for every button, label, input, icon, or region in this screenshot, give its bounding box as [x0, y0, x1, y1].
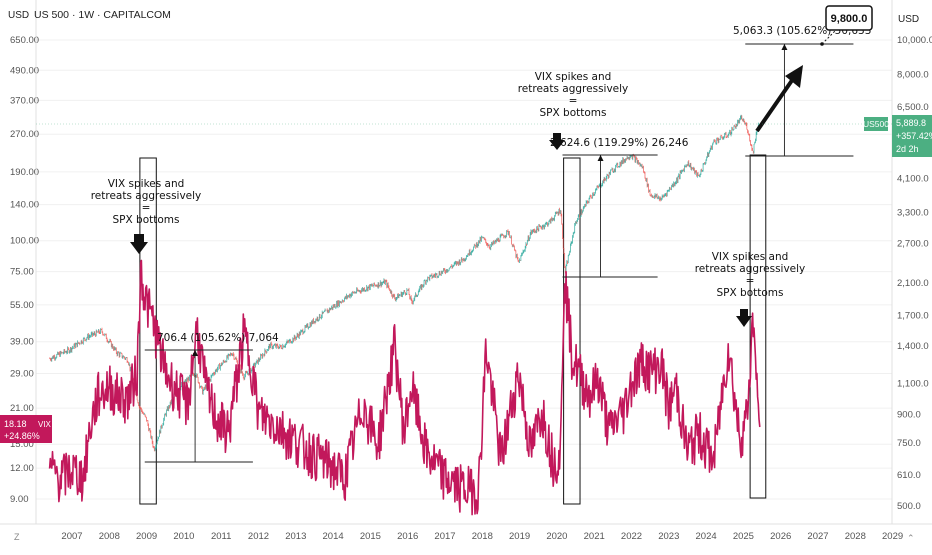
- right-axis-tick: 8,000.0: [897, 70, 929, 81]
- note-2020-line: =: [569, 95, 578, 107]
- left-currency-label: USD: [8, 10, 29, 21]
- x-axis-tick: 2026: [770, 531, 791, 542]
- x-axis-tick: 2012: [248, 531, 269, 542]
- x-axis-tick: 2018: [472, 531, 493, 542]
- us500-price-value: 5,889.8: [896, 118, 926, 128]
- right-axis-tick: 900.0: [897, 410, 921, 421]
- left-axis-tick: 270.00: [10, 129, 39, 140]
- left-axis-tick: 140.00: [10, 200, 39, 211]
- chart-title: US 500 · 1W · CAPITALCOM: [34, 9, 171, 21]
- x-axis-tick: 2013: [285, 531, 306, 542]
- right-axis-tick: 2,100.0: [897, 278, 929, 289]
- x-axis-tick: 2015: [360, 531, 381, 542]
- right-axis-tick: 1,100.0: [897, 378, 929, 389]
- target-point: [820, 42, 824, 46]
- left-axis-tick: 39.00: [10, 337, 34, 348]
- x-axis-tick: 2021: [584, 531, 605, 542]
- x-axis-tick: 2023: [658, 531, 679, 542]
- z-icon[interactable]: Z: [14, 532, 20, 542]
- left-axis-tick: 9.00: [10, 494, 29, 505]
- right-currency-label: USD: [898, 14, 919, 25]
- right-axis-tick: 6,500.0: [897, 102, 929, 113]
- vix-tag: [0, 415, 52, 443]
- x-axis-tick: 2017: [434, 531, 455, 542]
- highlight-box[interactable]: [563, 157, 581, 505]
- x-axis-tick: 2016: [397, 531, 418, 542]
- highlight-box[interactable]: [749, 154, 767, 499]
- x-axis-tick: 2020: [546, 531, 567, 542]
- measure-2009-label: 706.4 (105.62%) 7,064: [157, 332, 279, 344]
- left-axis-tick: 370.00: [10, 95, 39, 106]
- x-axis-tick: 2019: [509, 531, 530, 542]
- down-arrow-2008: [130, 234, 148, 254]
- note-2008-line: =: [142, 202, 151, 214]
- note-2020-line: VIX spikes and: [535, 71, 612, 83]
- x-axis-tick: 2022: [621, 531, 642, 542]
- left-axis-tick: 100.00: [10, 236, 39, 247]
- x-axis-tick: 2027: [807, 531, 828, 542]
- note-2025-line: =: [746, 275, 755, 287]
- us500-price-change: +357.42%: [896, 131, 932, 141]
- us500-price-tag: [892, 115, 932, 157]
- left-axis-tick: 29.00: [10, 369, 34, 380]
- target-label-box[interactable]: [825, 5, 873, 31]
- x-axis-tick: 2009: [136, 531, 157, 542]
- x-axis-tick: 2010: [173, 531, 194, 542]
- arrowhead-2020: [597, 155, 604, 161]
- left-axis-tick: 650.00: [10, 35, 39, 46]
- right-axis-tick: 750.0: [897, 438, 921, 449]
- left-axis-tick: 490.00: [10, 65, 39, 76]
- vix-line: [48, 259, 761, 516]
- right-axis-tick: 1,400.0: [897, 341, 929, 352]
- right-axis-tick: 3,300.0: [897, 207, 929, 218]
- trend-arrow-shaft: [755, 74, 797, 133]
- right-axis-tick: 1,700.0: [897, 311, 929, 322]
- note-2008-line: SPX bottoms: [113, 214, 180, 226]
- x-axis-tick: 2014: [323, 531, 344, 542]
- x-axis-tick: 2011: [211, 531, 231, 542]
- note-2025-line: retreats aggressively: [695, 263, 806, 275]
- x-axis-tick: 2008: [99, 531, 120, 542]
- right-axis-tick: 610.0: [897, 470, 921, 481]
- x-axis-tick: 2024: [696, 531, 717, 542]
- note-2008-line: retreats aggressively: [91, 190, 202, 202]
- down-arrow-2020: [549, 133, 565, 150]
- arrowhead-2009: [192, 350, 199, 356]
- down-arrow-2025: [736, 309, 752, 327]
- x-axis-tick: 2028: [845, 531, 866, 542]
- left-axis-tick: 12.00: [10, 463, 34, 474]
- x-axis-tick: 2007: [61, 531, 82, 542]
- right-axis-tick: 500.0: [897, 501, 921, 512]
- left-axis-tick: 55.00: [10, 300, 34, 311]
- right-axis-tick: 10,000.0: [897, 35, 932, 46]
- right-axis-tick: 4,100.0: [897, 174, 929, 185]
- vix-tag-label: VIX: [38, 420, 52, 429]
- left-axis-tick: 75.00: [10, 267, 34, 278]
- note-2020-line: retreats aggressively: [518, 83, 629, 95]
- note-2008-line: VIX spikes and: [108, 178, 185, 190]
- vix-tag-value: 18.18: [4, 419, 27, 429]
- us500-price-time: 2d 2h: [896, 144, 919, 154]
- x-axis-tick: 2029: [882, 531, 903, 542]
- note-2025-line: SPX bottoms: [717, 287, 784, 299]
- measure-2020-label: 2,624.6 (119.29%) 26,246: [550, 137, 689, 149]
- note-2025-line: VIX spikes and: [712, 251, 789, 263]
- chevron-up-icon[interactable]: ⌃: [907, 533, 915, 543]
- left-axis-tick: 190.00: [10, 167, 39, 178]
- right-axis-tick: 2,700.0: [897, 239, 929, 250]
- target-connector: [821, 29, 837, 45]
- vix-tag-change: +24.86%: [4, 431, 40, 441]
- x-axis-tick: 2025: [733, 531, 754, 542]
- note-2020-line: SPX bottoms: [540, 107, 607, 119]
- trend-arrow-head: [785, 65, 803, 88]
- left-axis-tick: 15.00: [10, 439, 34, 450]
- target-label-text: 9,800.0: [831, 13, 868, 25]
- arrowhead-2025: [781, 44, 788, 50]
- left-axis-tick: 21.00: [10, 403, 34, 414]
